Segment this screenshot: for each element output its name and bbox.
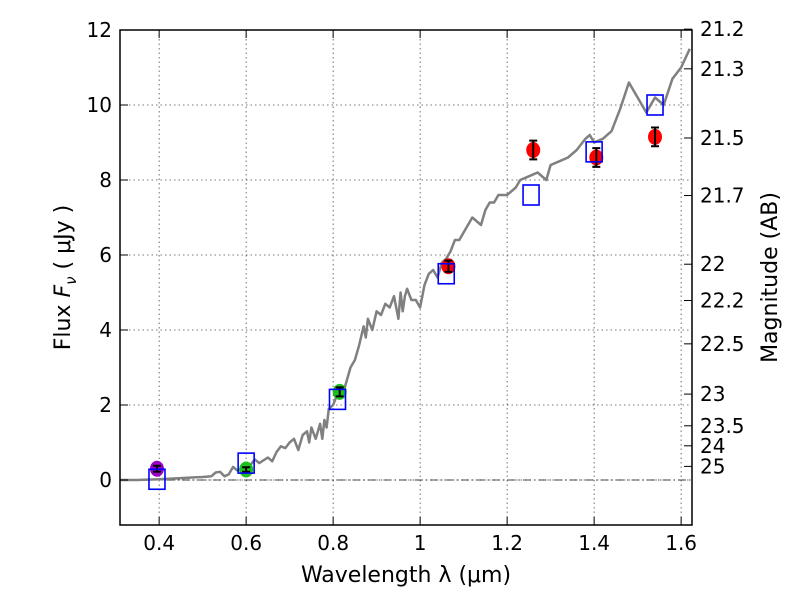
y-tick-label: 4 xyxy=(99,318,112,342)
y2-tick-label: 22 xyxy=(700,252,725,276)
y2-axis-label: Magnitude (AB) xyxy=(758,192,783,363)
model-photometry-square xyxy=(148,468,166,491)
model-photometry-square xyxy=(237,452,255,474)
model-photometry-square xyxy=(522,184,540,206)
x-tick-label: 0.8 xyxy=(317,531,349,555)
y-axis-label-symbol: F xyxy=(51,284,76,297)
model-photometry-square xyxy=(585,141,603,163)
model-photometry-square xyxy=(646,94,664,116)
y-tick-label: 10 xyxy=(87,93,112,117)
x-axis-label: Wavelength λ (μm) xyxy=(301,563,511,588)
x-tick-label: 1.4 xyxy=(578,531,610,555)
y-axis-label-prefix: Flux xyxy=(51,297,76,350)
y-tick-label: 8 xyxy=(99,168,112,192)
y-axis-label: Flux Fν ( μJy ) xyxy=(51,205,80,350)
photometry-points xyxy=(148,94,664,491)
x-tick-label: 1.6 xyxy=(665,531,697,555)
x-tick-label: 0.6 xyxy=(230,531,262,555)
y2-tick-label: 24 xyxy=(700,434,725,458)
y2-tick-label: 25 xyxy=(700,454,725,478)
model-spectrum xyxy=(120,48,691,482)
y2-tick-label: 21.5 xyxy=(700,126,745,150)
y2-tick-label: 22.5 xyxy=(700,332,745,356)
y2-tick-label: 23 xyxy=(700,382,725,406)
y2-tick-label: 21.7 xyxy=(700,184,745,208)
y2-tick-label: 21.2 xyxy=(700,17,745,41)
model-photometry-square xyxy=(328,388,347,411)
y-tick-label: 0 xyxy=(99,468,112,492)
y-tick-label: 6 xyxy=(99,243,112,267)
model-photometry-square xyxy=(437,262,456,285)
plot-frame xyxy=(119,29,693,526)
x-tick-label: 0.4 xyxy=(143,531,175,555)
y-tick-label: 2 xyxy=(99,393,112,417)
y-axis-label-subscript: ν xyxy=(62,276,80,284)
x-tick-label: 1.2 xyxy=(491,531,523,555)
y-tick-label: 12 xyxy=(87,18,112,42)
y2-tick-label: 21.3 xyxy=(700,57,745,81)
y2-tick-label: 23.5 xyxy=(700,414,745,438)
x-tick-label: 1 xyxy=(414,531,427,555)
spectrum-line xyxy=(120,48,691,482)
y-axis-label-suffix: ( μJy ) xyxy=(51,205,76,277)
y2-tick-label: 22.2 xyxy=(700,289,745,313)
